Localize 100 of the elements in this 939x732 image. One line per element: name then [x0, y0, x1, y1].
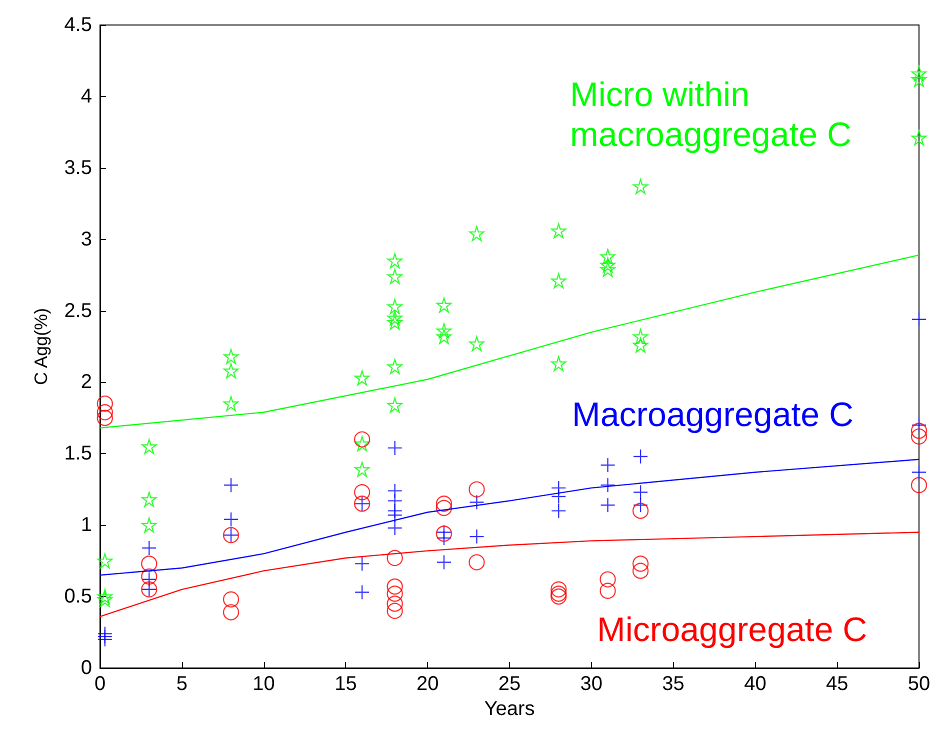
point — [96, 396, 114, 412]
point — [387, 358, 402, 374]
point — [387, 440, 402, 456]
x-tick-label: 45 — [826, 673, 848, 695]
point — [600, 478, 616, 493]
y-tick-label: 4.5 — [64, 14, 92, 36]
line-series — [99, 532, 920, 618]
point — [386, 550, 403, 566]
y-axis-title: C Agg(%) — [31, 308, 51, 386]
y-tick-label: 0 — [80, 657, 92, 679]
point — [97, 632, 113, 648]
point — [223, 363, 239, 378]
point — [600, 458, 616, 473]
point — [632, 556, 649, 572]
point — [436, 328, 452, 344]
point — [96, 404, 114, 420]
point — [632, 562, 649, 579]
x-tick-label: 5 — [176, 673, 188, 695]
point — [223, 512, 239, 527]
point — [632, 178, 648, 194]
x-axis-title: Years — [484, 698, 535, 720]
x-tick-label: 35 — [662, 673, 684, 695]
point — [469, 336, 484, 352]
y-tick-label: 1.5 — [64, 442, 92, 465]
series-label: Microaggregate C — [597, 611, 868, 649]
point — [223, 478, 239, 493]
point — [469, 528, 484, 544]
point — [436, 297, 452, 313]
y-tick-label: 2 — [80, 371, 92, 394]
series-label: Micro within macroaggregate C — [570, 76, 852, 154]
point — [910, 428, 928, 445]
point — [551, 273, 566, 288]
point — [387, 520, 402, 536]
point — [600, 248, 616, 264]
point — [387, 310, 402, 326]
x-tick-label: 50 — [908, 673, 930, 695]
point — [142, 518, 157, 533]
point — [632, 328, 648, 344]
point — [386, 602, 403, 619]
y-tick-label: 2.5 — [64, 300, 92, 322]
point — [142, 540, 157, 556]
point — [222, 591, 240, 608]
point — [910, 422, 928, 439]
point — [436, 323, 452, 338]
point — [354, 370, 370, 386]
x-tick-label: 15 — [334, 673, 357, 695]
point — [387, 268, 402, 284]
point — [600, 257, 616, 273]
point — [550, 586, 567, 602]
point — [354, 431, 370, 448]
y-tick-label: 1 — [80, 514, 92, 536]
point — [223, 348, 239, 364]
point — [97, 592, 113, 608]
point — [354, 556, 370, 572]
point — [632, 448, 648, 464]
point — [142, 438, 157, 454]
point — [911, 464, 927, 480]
point — [632, 337, 648, 353]
point — [600, 582, 616, 599]
point — [550, 581, 567, 598]
point — [387, 397, 402, 413]
x-tick-label: 10 — [252, 673, 275, 695]
point — [354, 462, 370, 477]
point — [386, 578, 403, 595]
x-tick-label: 20 — [416, 673, 439, 695]
point — [436, 496, 452, 512]
point — [911, 66, 927, 82]
point — [600, 262, 616, 277]
y-tick-label: 3 — [80, 228, 92, 250]
point — [141, 556, 158, 572]
point — [632, 498, 648, 513]
point — [911, 417, 927, 433]
point — [469, 226, 484, 242]
point — [910, 477, 928, 494]
point — [387, 314, 402, 330]
point — [222, 604, 240, 620]
point — [551, 356, 566, 372]
point — [600, 571, 616, 588]
point — [551, 488, 566, 504]
point — [468, 554, 485, 570]
point — [223, 396, 239, 412]
point — [436, 554, 452, 570]
point — [550, 588, 567, 605]
point — [97, 588, 113, 604]
point — [911, 312, 927, 327]
point — [551, 223, 566, 238]
point — [354, 584, 370, 600]
point — [632, 502, 649, 519]
point — [387, 508, 402, 523]
point — [436, 500, 452, 516]
point — [436, 530, 452, 546]
y-tick-label: 4 — [80, 85, 92, 108]
point — [911, 130, 927, 146]
point — [911, 72, 927, 87]
point — [387, 298, 402, 314]
y-tick-label: 3.5 — [64, 156, 92, 179]
x-tick-label: 40 — [744, 673, 766, 695]
y-tick-label: 0.5 — [64, 586, 92, 608]
point — [96, 410, 114, 426]
x-tick-label: 25 — [498, 673, 521, 695]
